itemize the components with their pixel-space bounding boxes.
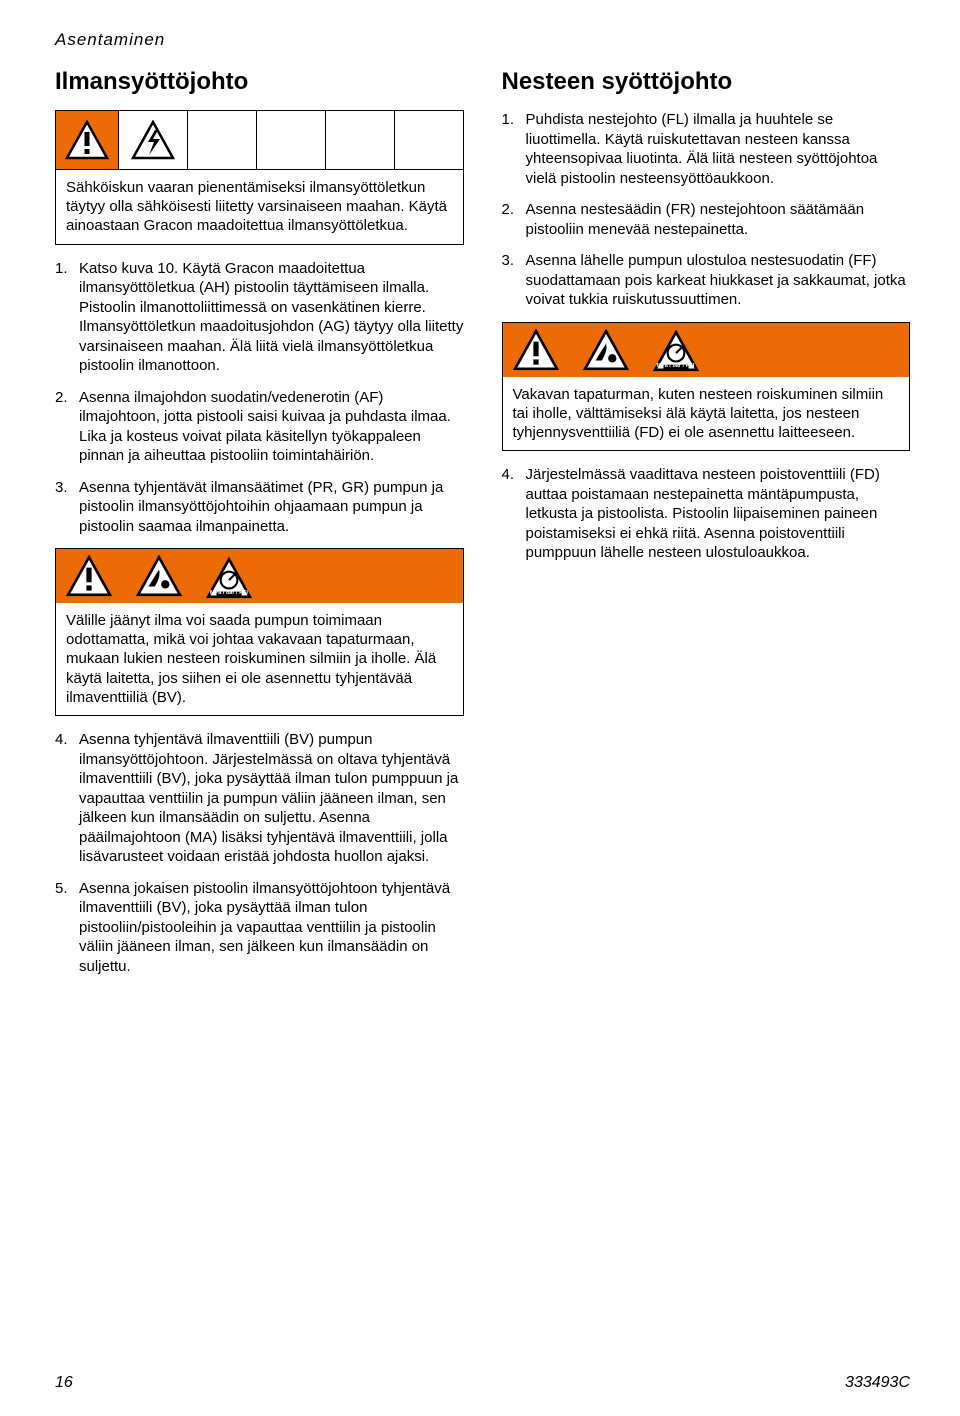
doc-number: 333493C [845, 1374, 910, 1392]
warning-box-right: MPa / bar / PSI Vakavan tapaturman, kute… [502, 322, 911, 452]
list-item: Järjestelmässä vaadittava nesteen poisto… [502, 465, 911, 563]
warning-text-right: Vakavan tapaturman, kuten nesteen roisku… [503, 377, 910, 451]
list-item: Asenna lähelle pumpun ulostuloa nestesuo… [502, 251, 911, 310]
page-number: 16 [55, 1374, 73, 1392]
left-title: Ilmansyöttöjohto [55, 68, 464, 96]
warning-exclaim-icon [56, 111, 119, 169]
page-footer: 16 333493C [55, 1374, 910, 1392]
mpa-label: MPa / bar / PSI [653, 363, 699, 369]
list-item: Asenna tyhjentävät ilmansäätimet (PR, GR… [55, 478, 464, 537]
list-item: Asenna tyhjentävä ilmaventtiili (BV) pum… [55, 730, 464, 867]
right-title: Nesteen syöttöjohto [502, 68, 911, 96]
pressure-icon: MPa / bar / PSI [653, 330, 699, 369]
list-item: Asenna jokaisen pistoolin ilmansyöttöjoh… [55, 879, 464, 977]
list-item: Asenna nestesäädin (FR) nestejohtoon sää… [502, 200, 911, 239]
left-column: Ilmansyöttöjohto [55, 68, 464, 988]
list-item: Asenna ilmajohdon suodatin/vedenerotin (… [55, 388, 464, 466]
warning-exclaim-icon [66, 555, 112, 597]
hazard-text-left: Sähköiskun vaaran pienentämiseksi ilmans… [56, 169, 463, 244]
right-list-1: Puhdista nestejohto (FL) ilmalla ja huuh… [502, 110, 911, 310]
left-list-1: Katso kuva 10. Käytä Gracon maadoitettua… [55, 259, 464, 537]
warning-text-left: Välille jäänyt ilma voi saada pumpun toi… [56, 603, 463, 715]
list-item: Katso kuva 10. Käytä Gracon maadoitettua… [55, 259, 464, 376]
page-header: Asentaminen [55, 30, 910, 50]
right-column: Nesteen syöttöjohto Puhdista nestejohto … [502, 68, 911, 988]
left-list-2: Asenna tyhjentävä ilmaventtiili (BV) pum… [55, 730, 464, 976]
mpa-label: MPa / bar / PSI [206, 590, 252, 596]
list-item: Puhdista nestejohto (FL) ilmalla ja huuh… [502, 110, 911, 188]
injection-icon [583, 329, 629, 371]
pressure-icon: MPa / bar / PSI [206, 557, 252, 596]
warning-box-left: MPa / bar / PSI Välille jäänyt ilma voi … [55, 548, 464, 716]
warning-exclaim-icon [513, 329, 559, 371]
right-list-2: Järjestelmässä vaadittava nesteen poisto… [502, 465, 911, 563]
injection-icon [136, 555, 182, 597]
shock-icon [119, 111, 188, 169]
hazard-box-left: Sähköiskun vaaran pienentämiseksi ilmans… [55, 110, 464, 245]
